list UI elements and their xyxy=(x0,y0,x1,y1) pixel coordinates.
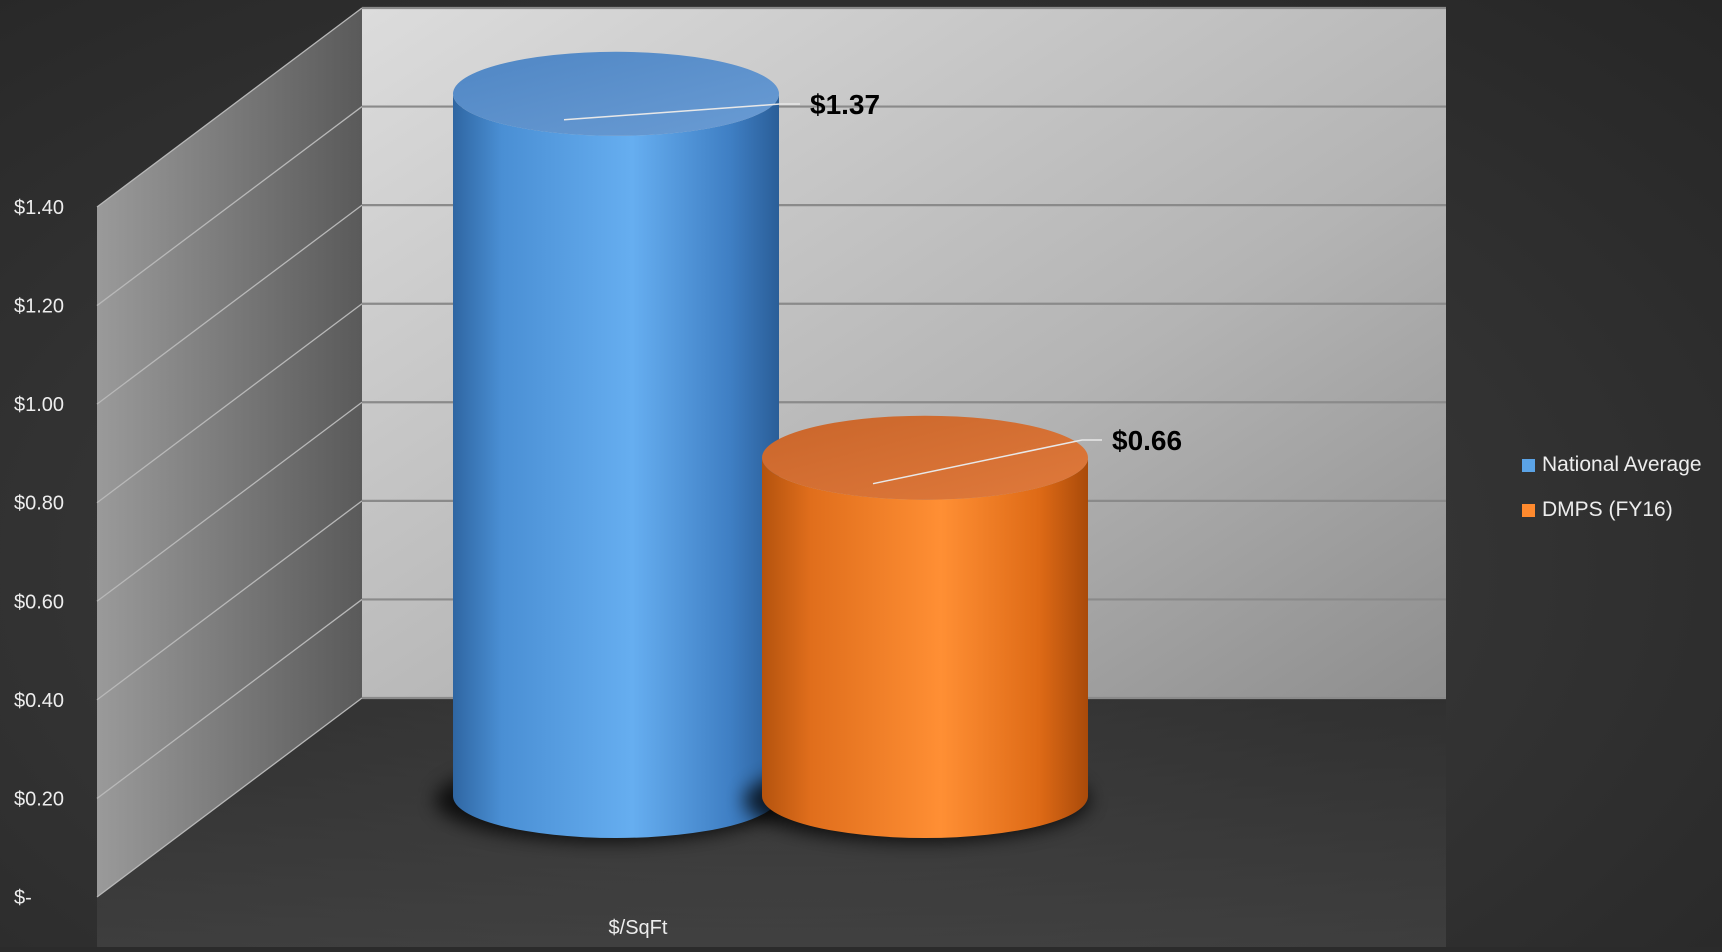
side-wall xyxy=(97,8,362,897)
leader-line xyxy=(872,439,1102,485)
bar-body xyxy=(762,457,1088,838)
legend-label: DMPS (FY16) xyxy=(1542,498,1673,521)
gridline-side xyxy=(96,106,363,307)
x-category-label: $/SqFt xyxy=(609,917,668,939)
gridline-side xyxy=(96,204,363,405)
data-label: $0.66 xyxy=(1112,425,1182,456)
gridline-side xyxy=(96,401,363,602)
legend-label: National Average xyxy=(1542,453,1702,476)
legend-swatch xyxy=(1522,459,1535,472)
y-tick-label: $0.20 xyxy=(14,788,64,810)
data-labels: $1.37 $0.66 xyxy=(563,89,1182,485)
y-tick-label: $- xyxy=(14,887,32,909)
y-tick-label: $0.80 xyxy=(14,493,64,515)
y-tick-label: $1.20 xyxy=(14,296,64,318)
legend-swatch xyxy=(1522,504,1535,517)
gridline-side xyxy=(96,303,363,504)
y-tick-label: $1.00 xyxy=(14,394,64,416)
gridline-side xyxy=(96,697,363,898)
y-tick-label: $0.60 xyxy=(14,591,64,613)
gridline-side xyxy=(96,7,363,208)
legend: National Average DMPS (FY16) xyxy=(1522,453,1702,521)
y-tick-label: $1.40 xyxy=(14,197,64,219)
gridline-side xyxy=(96,500,363,701)
bar-top xyxy=(453,51,779,136)
y-tick-label: $0.40 xyxy=(14,690,64,712)
bar-body xyxy=(452,93,779,838)
bars xyxy=(435,51,1090,842)
bar-national-average xyxy=(435,51,781,842)
y-axis-ticks: $- $0.20 $0.40 $0.60 $0.80 $1.00 $1.20 $1.40 xyxy=(14,197,64,909)
leader-line xyxy=(563,103,800,121)
bar-top xyxy=(762,415,1088,500)
bar-dmps-fy16 xyxy=(744,415,1090,842)
data-label: $1.37 xyxy=(810,89,880,120)
gridline-side xyxy=(96,598,363,799)
